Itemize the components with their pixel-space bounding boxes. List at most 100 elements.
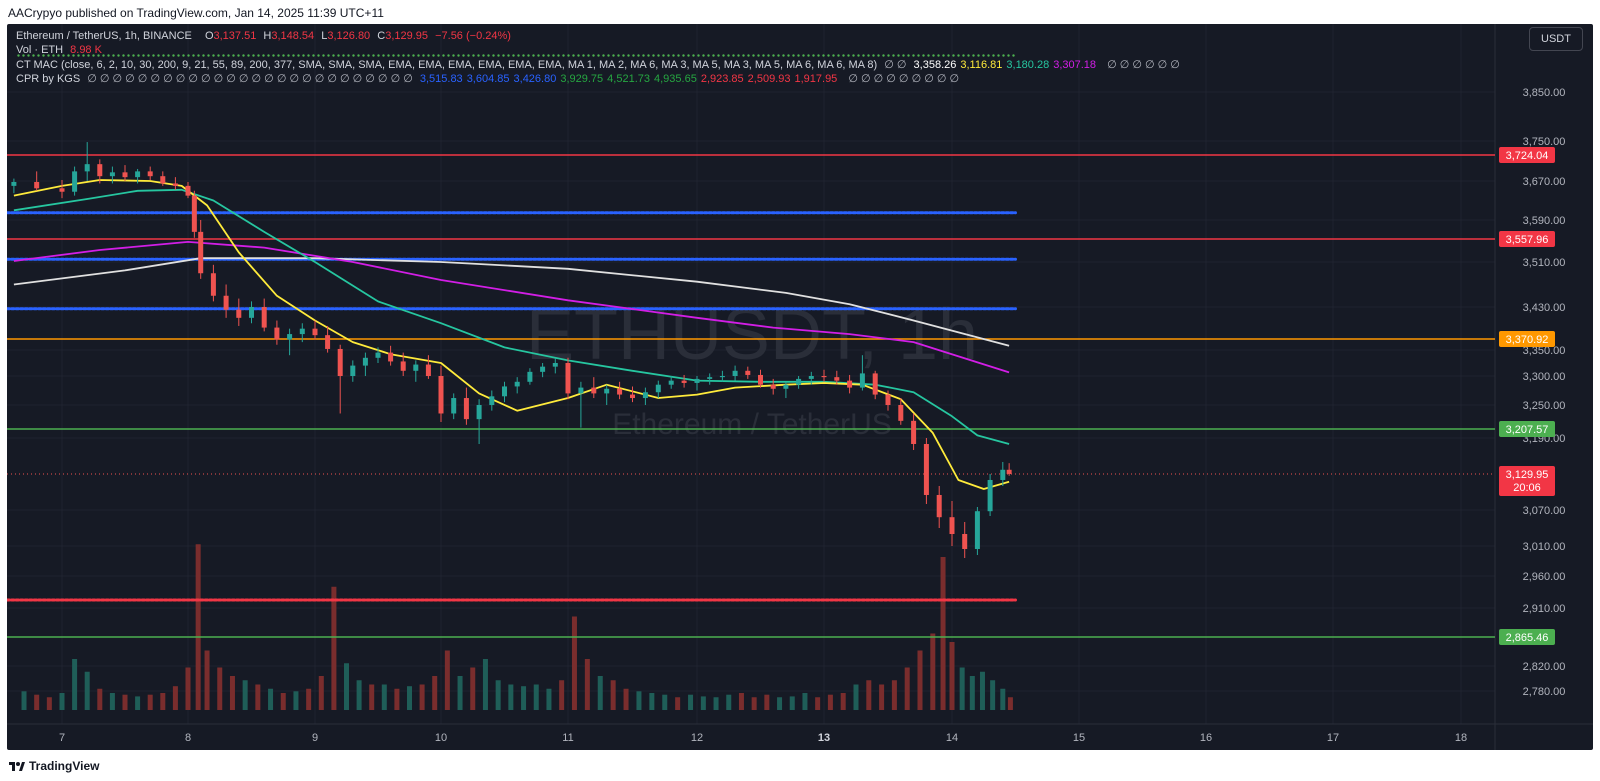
time-axis[interactable]: 7 8 9 10 11 12 13 14 15 16 17 18 [59, 732, 1467, 744]
time-tick-label: 9 [312, 732, 318, 744]
open-label: O [204, 30, 214, 42]
price-tick-label: 3,850.00 [1523, 87, 1566, 99]
price-axis[interactable]: 3,850.00 3,750.00 3,670.00 3,590.00 3,510.00… [1523, 87, 1566, 698]
candle-body [261, 307, 267, 328]
volume-bar [229, 676, 235, 710]
candle-body [312, 328, 318, 336]
ctmac-label[interactable]: CT MAC (close, 6, 2, 10, 30, 200, 9, 21,… [16, 59, 878, 71]
volume-bar [109, 693, 115, 710]
grid [7, 24, 1593, 750]
volume-bar [853, 684, 859, 710]
candle-body [425, 364, 431, 376]
candle-body [527, 371, 533, 382]
volume-bar [419, 684, 425, 710]
candle-body [84, 164, 90, 172]
empty-markers: ∅ ∅ ∅ ∅ ∅ ∅ [1107, 59, 1180, 71]
candle-body [681, 380, 687, 383]
volume-bar [508, 684, 514, 710]
candle-body [630, 394, 635, 399]
candle-body [350, 365, 356, 376]
moving-averages [13, 179, 1010, 490]
candle-body [413, 364, 419, 371]
volume-bar [930, 633, 936, 710]
time-tick-label: 12 [691, 732, 703, 744]
volume-bar [917, 650, 923, 710]
candle-body [719, 376, 725, 378]
volume-bar [470, 667, 476, 710]
volume-bar [521, 686, 527, 710]
legend-value: 3,358.26 [913, 59, 957, 71]
candle-body [668, 380, 674, 385]
price-tick-label: 3,300.00 [1523, 371, 1566, 383]
candle-body [783, 384, 789, 389]
price-tick-label: 2,780.00 [1523, 686, 1566, 698]
volume-bar [866, 680, 872, 710]
price-labels: 3,724.04 3,557.96 3,370.92 3,207.57 2,865.46… [1499, 147, 1555, 645]
time-tick-label: 17 [1327, 732, 1339, 744]
candle-body [1006, 469, 1012, 474]
volume-bar [268, 688, 274, 710]
candle-body [565, 363, 571, 394]
price-level-badge [1499, 421, 1555, 437]
candle-body [808, 376, 814, 379]
volume-bar [280, 693, 286, 710]
low-label: L [321, 30, 328, 42]
tradingview-logo-icon [9, 762, 25, 771]
volume-bar [34, 694, 40, 710]
volume-bar [700, 696, 706, 710]
volume-bar [407, 686, 412, 710]
candle-body [198, 231, 204, 274]
volume-bar [840, 693, 846, 710]
price-tick-label: 2,820.00 [1523, 661, 1566, 673]
footer-bar: TradingView [0, 750, 1600, 781]
candle-body [732, 370, 738, 376]
candle-body [34, 181, 40, 189]
price-level-badge [1499, 629, 1555, 645]
watermark-symbol: ETHUSDT, 1h [526, 295, 978, 375]
change-value: −7.56 (−0.24%) [435, 30, 511, 42]
price-tick-label: 3,010.00 [1523, 541, 1566, 553]
price-level-badge [1499, 231, 1555, 247]
tradingview-logo[interactable]: TradingView [9, 759, 99, 773]
volume-bar [726, 694, 732, 710]
candle-body [451, 398, 457, 414]
empty-markers: ∅ ∅ ∅ ∅ ∅ ∅ ∅ ∅ ∅ [848, 73, 960, 85]
price-level-label: 3,370.92 [1506, 334, 1549, 346]
candle-body [274, 327, 280, 340]
volume-bar [1007, 697, 1013, 710]
currency-button[interactable]: USDT [1529, 27, 1583, 51]
volume-bar [559, 680, 565, 710]
legend-value: 3,307.18 [1053, 59, 1097, 71]
volume-bar [610, 680, 616, 710]
candle-body [287, 334, 293, 340]
volume-bar [444, 650, 450, 710]
horizontal-levels[interactable] [7, 154, 1495, 638]
cpr-values: 3,515.83 3,604.85 3,426.80 3,929.75 4,521.73… [420, 73, 841, 85]
time-tick-label: 16 [1200, 732, 1212, 744]
volume-bar [1000, 688, 1006, 710]
legend-symbol[interactable]: Ethereum / TetherUS, 1h, BINANCE [16, 30, 192, 42]
candlesticks[interactable] [11, 142, 1012, 558]
candle-body [476, 405, 482, 420]
moving-average-line [13, 241, 1010, 374]
volume-bar [482, 659, 488, 710]
publisher-line: AACrypyo published on TradingView.com, J… [8, 6, 384, 20]
price-tick-label: 3,250.00 [1523, 400, 1566, 412]
chart-panel[interactable]: ETHUSDT, 1h Ethereum / TetherUS 3,850.00… [7, 24, 1593, 750]
candle-body [745, 370, 751, 375]
volume-label[interactable]: Vol · ETH [16, 44, 64, 56]
cpr-label[interactable]: CPR by KGS [16, 73, 81, 85]
last-price-label: 3,129.95 [1506, 469, 1549, 481]
time-tick-label: 7 [59, 732, 65, 744]
candle-body [885, 394, 891, 405]
candle-body [438, 376, 444, 414]
candle-body [362, 357, 368, 366]
volume-bar [990, 680, 996, 710]
price-chart[interactable]: ETHUSDT, 1h Ethereum / TetherUS 3,850.00… [7, 24, 1593, 750]
candle-body [758, 374, 763, 385]
price-tick-label: 3,350.00 [1523, 345, 1566, 357]
candle-body [388, 352, 394, 362]
price-level-badge [1499, 331, 1555, 347]
volume-bar [827, 694, 833, 710]
volume-bar [195, 544, 201, 710]
